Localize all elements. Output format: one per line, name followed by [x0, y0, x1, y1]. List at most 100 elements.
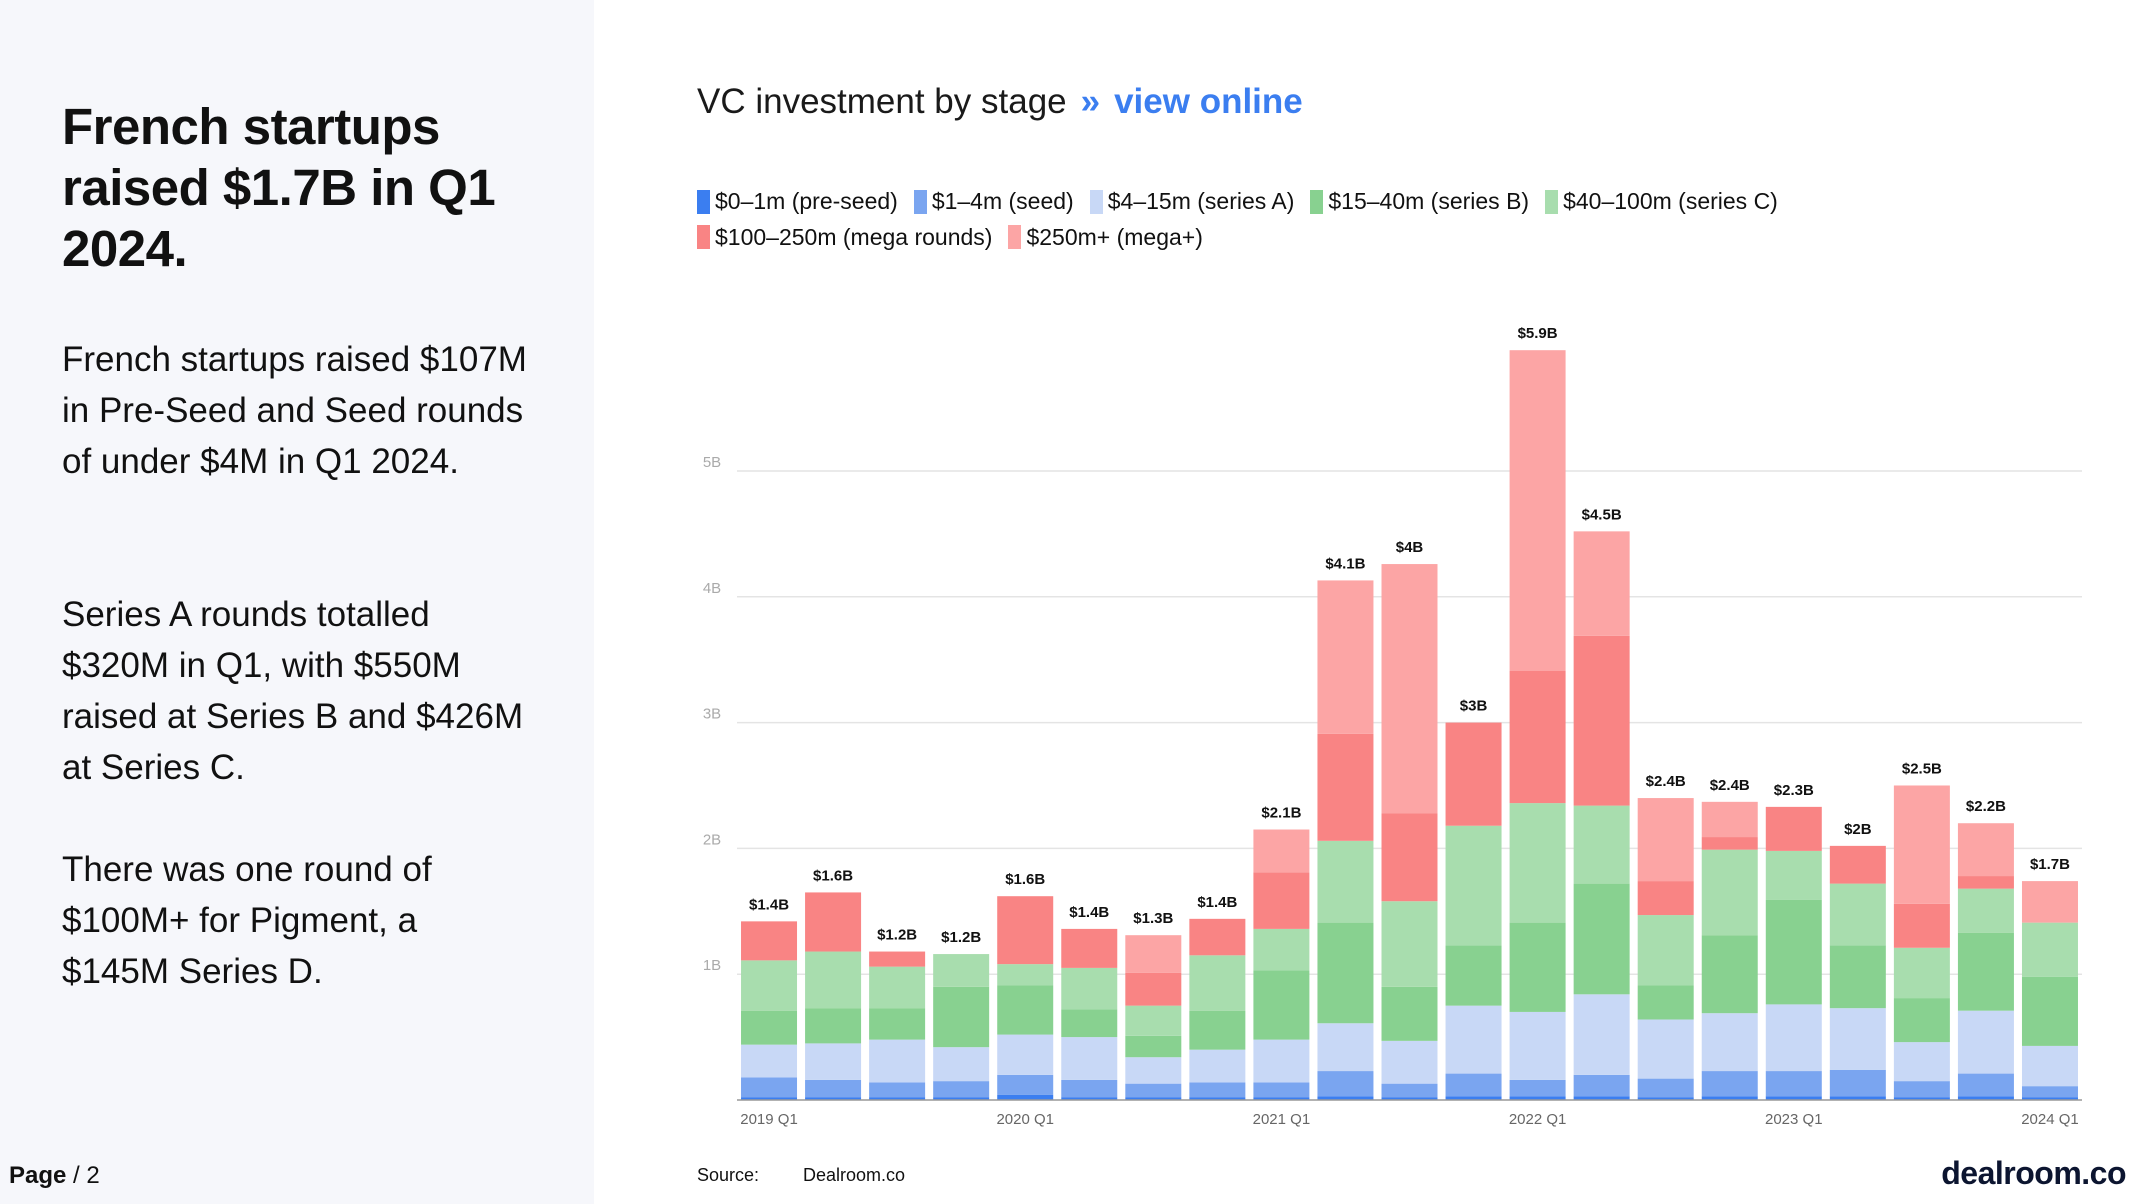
bar-segment[interactable]	[1765, 1004, 1822, 1072]
bar-segment[interactable]	[1765, 1096, 1822, 1100]
bar-segment[interactable]	[1253, 1097, 1310, 1100]
bar-segment[interactable]	[1829, 1069, 1886, 1097]
bar-segment[interactable]	[1317, 1071, 1374, 1097]
bar-segment[interactable]	[933, 954, 990, 987]
bar-segment[interactable]	[1189, 1049, 1246, 1083]
bar-segment[interactable]	[869, 1097, 926, 1100]
bar-segment[interactable]	[1701, 1096, 1758, 1100]
bar-segment[interactable]	[1893, 947, 1950, 999]
bar-segment[interactable]	[741, 1077, 798, 1098]
bar-segment[interactable]	[1573, 994, 1630, 1075]
bar-segment[interactable]	[1189, 1097, 1246, 1100]
bar-segment[interactable]	[1381, 1040, 1438, 1084]
legend-item[interactable]: $0–1m (pre-seed)	[697, 186, 898, 217]
bar-segment[interactable]	[1253, 1039, 1310, 1083]
bar-segment[interactable]	[1573, 805, 1630, 884]
bar-segment[interactable]	[1381, 1083, 1438, 1098]
bar-segment[interactable]	[997, 1034, 1054, 1075]
bar-segment[interactable]	[933, 1097, 990, 1100]
bar-segment[interactable]	[1253, 872, 1310, 929]
bar-segment[interactable]	[1061, 1009, 1118, 1038]
bar-segment[interactable]	[1253, 829, 1310, 873]
bar-segment[interactable]	[997, 985, 1054, 1035]
view-online-link[interactable]: view online	[1114, 82, 1303, 121]
bar-segment[interactable]	[1445, 945, 1502, 1006]
bar-segment[interactable]	[805, 1043, 862, 1080]
bar-segment[interactable]	[1509, 1096, 1566, 1100]
bar-segment[interactable]	[933, 1047, 990, 1082]
bar-segment[interactable]	[741, 921, 798, 961]
bar-segment[interactable]	[1893, 1097, 1950, 1100]
bar-segment[interactable]	[1573, 883, 1630, 995]
bar-segment[interactable]	[1957, 888, 2014, 933]
bar-segment[interactable]	[1189, 918, 1246, 956]
bar-segment[interactable]	[1829, 883, 1886, 946]
bar-segment[interactable]	[2021, 976, 2078, 1046]
bar-segment[interactable]	[1317, 580, 1374, 734]
bar-segment[interactable]	[1765, 806, 1822, 851]
bar-segment[interactable]	[1445, 1073, 1502, 1097]
bar-segment[interactable]	[1125, 1005, 1182, 1036]
bar-segment[interactable]	[1957, 1010, 2014, 1074]
bar-segment[interactable]	[933, 986, 990, 1048]
bar-segment[interactable]	[1573, 531, 1630, 636]
bar-segment[interactable]	[2021, 1086, 2078, 1098]
legend-item[interactable]: $100–250m (mega rounds)	[697, 222, 992, 253]
bar-segment[interactable]	[1125, 935, 1182, 973]
bar-segment[interactable]	[933, 1081, 990, 1098]
bar-segment[interactable]	[805, 1079, 862, 1098]
bar-segment[interactable]	[1957, 1096, 2014, 1100]
bar-segment[interactable]	[869, 966, 926, 1009]
bar-segment[interactable]	[1893, 903, 1950, 948]
bar-segment[interactable]	[1445, 1005, 1502, 1074]
legend-item[interactable]: $40–100m (series C)	[1545, 186, 1778, 217]
bar-segment[interactable]	[2021, 1045, 2078, 1087]
bar-segment[interactable]	[1253, 1082, 1310, 1098]
bar-segment[interactable]	[1125, 1083, 1182, 1098]
bar-segment[interactable]	[1381, 986, 1438, 1041]
bar-segment[interactable]	[1509, 671, 1566, 804]
bar-segment[interactable]	[1701, 1013, 1758, 1072]
bar-segment[interactable]	[1637, 915, 1694, 986]
bar-segment[interactable]	[1189, 1010, 1246, 1050]
bar-segment[interactable]	[1637, 1078, 1694, 1098]
bar-segment[interactable]	[997, 1094, 1054, 1100]
bar-segment[interactable]	[1253, 928, 1310, 971]
bar-segment[interactable]	[869, 1008, 926, 1040]
bar-segment[interactable]	[2021, 1097, 2078, 1100]
bar-segment[interactable]	[869, 1039, 926, 1083]
bar-segment[interactable]	[1253, 970, 1310, 1040]
legend-item[interactable]: $1–4m (seed)	[913, 186, 1074, 217]
bar-segment[interactable]	[1509, 1011, 1566, 1080]
bar-segment[interactable]	[1573, 635, 1630, 806]
bar-segment[interactable]	[2021, 922, 2078, 977]
bar-segment[interactable]	[1637, 1097, 1694, 1100]
bar-segment[interactable]	[1317, 1096, 1374, 1100]
bar-segment[interactable]	[869, 1082, 926, 1098]
bar-segment[interactable]	[1509, 922, 1566, 1012]
bar-segment[interactable]	[1445, 722, 1502, 826]
bar-segment[interactable]	[1061, 1037, 1118, 1080]
bar-segment[interactable]	[1701, 1071, 1758, 1097]
bar-segment[interactable]	[997, 896, 1054, 965]
bar-segment[interactable]	[1125, 1035, 1182, 1058]
bar-segment[interactable]	[805, 892, 862, 952]
bar-segment[interactable]	[805, 1097, 862, 1100]
bar-segment[interactable]	[1189, 1082, 1246, 1098]
bar-segment[interactable]	[1189, 955, 1246, 1011]
bar-segment[interactable]	[1637, 881, 1694, 916]
bar-segment[interactable]	[741, 1010, 798, 1045]
bar-segment[interactable]	[1701, 801, 1758, 838]
bar-segment[interactable]	[2021, 881, 2078, 923]
bar-segment[interactable]	[1701, 837, 1758, 850]
bar-segment[interactable]	[805, 1008, 862, 1044]
bar-segment[interactable]	[1637, 798, 1694, 882]
bar-segment[interactable]	[997, 1074, 1054, 1095]
bar-segment[interactable]	[805, 951, 862, 1009]
bar-segment[interactable]	[1701, 849, 1758, 936]
bar-segment[interactable]	[1829, 945, 1886, 1009]
bar-segment[interactable]	[1509, 350, 1566, 671]
bar-segment[interactable]	[1957, 823, 2014, 877]
bar-segment[interactable]	[1765, 899, 1822, 1005]
bar-segment[interactable]	[1893, 1081, 1950, 1098]
